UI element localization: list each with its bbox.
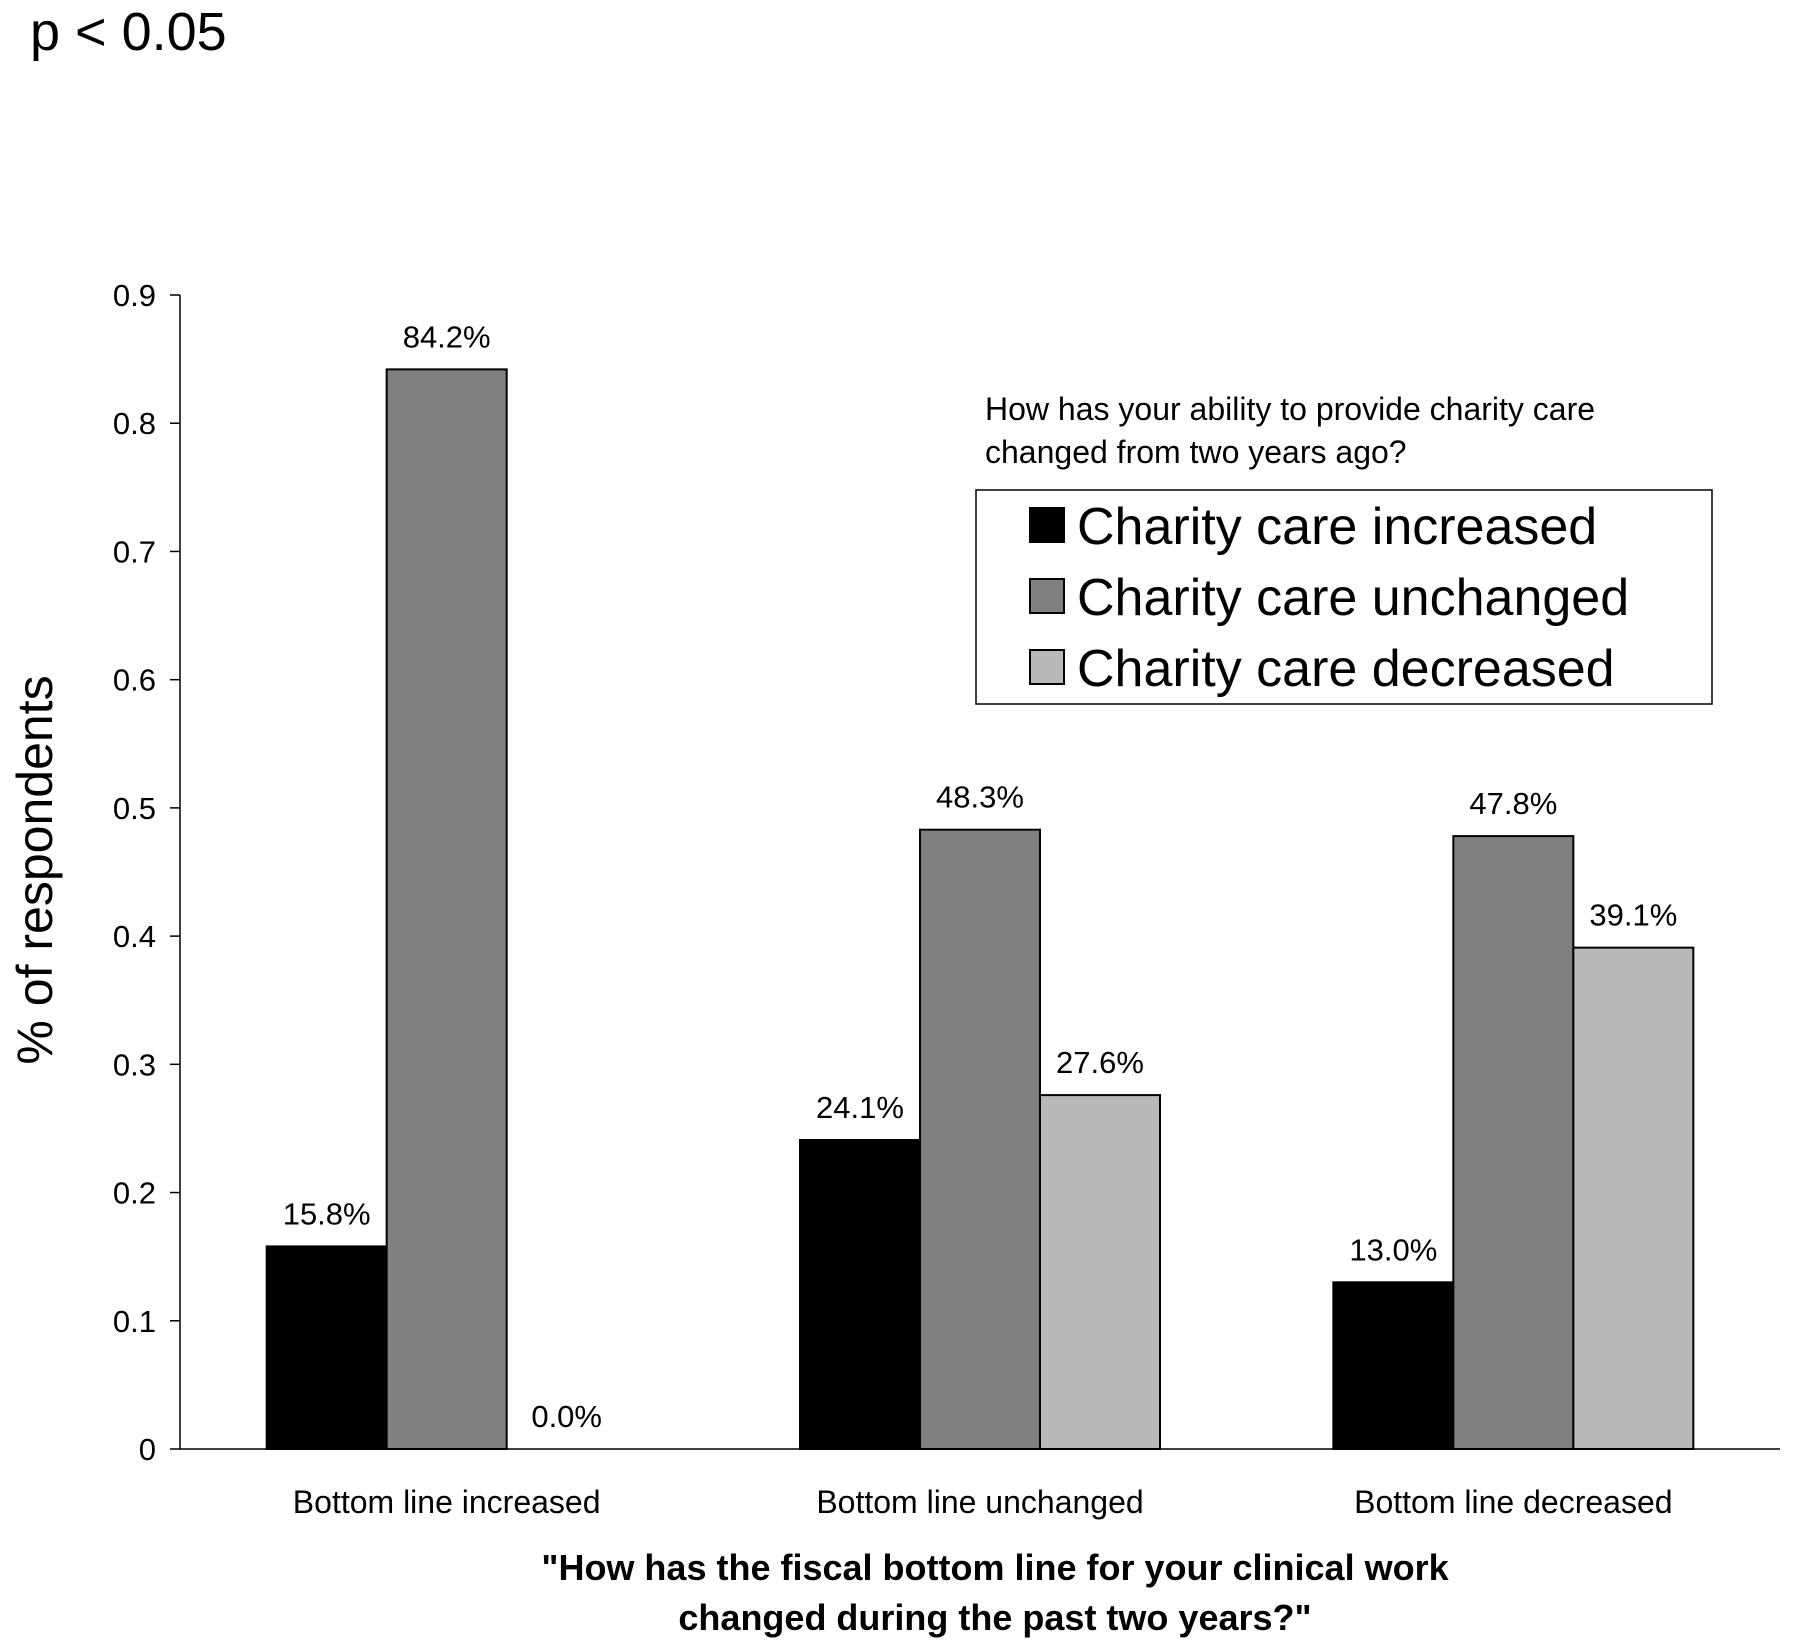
legend-swatch [1029, 649, 1065, 685]
x-axis-label-line-1: "How has the fiscal bottom line for your… [541, 1547, 1449, 1588]
legend-label: Charity care increased [1077, 498, 1597, 556]
x-axis-label: "How has the fiscal bottom line for your… [541, 1547, 1449, 1638]
y-tick-label: 0.1 [113, 1304, 156, 1339]
p-value-text: p < 0.05 [30, 2, 227, 62]
y-tick-label: 0.7 [113, 534, 156, 569]
y-tick-label: 0.5 [113, 791, 156, 826]
bars-group [265, 368, 1695, 1451]
legend-box [975, 489, 1713, 705]
data-label: 0.0% [531, 1399, 602, 1434]
y-axis-label: % of respondents [7, 675, 63, 1064]
y-tick-label: 0.4 [113, 919, 156, 954]
data-label: 39.1% [1589, 898, 1677, 933]
legend-swatch [1029, 578, 1065, 614]
bar [1332, 1281, 1455, 1451]
category-label: Bottom line unchanged [816, 1484, 1143, 1520]
legend-swatch [1029, 507, 1065, 543]
y-tick-label: 0.9 [113, 278, 156, 313]
category-label: Bottom line decreased [1354, 1484, 1672, 1520]
data-label: 84.2% [403, 319, 491, 354]
legend-items: Charity care increased Charity care uncha… [1029, 498, 1629, 698]
bar [385, 368, 508, 1450]
legend-title-line-1: How has your ability to provide charity … [985, 391, 1595, 427]
bar [1452, 835, 1575, 1450]
legend-title-line-2: changed from two years ago? [985, 434, 1407, 470]
legend-label: Charity care decreased [1077, 640, 1615, 698]
y-tick-label: 0 [139, 1432, 156, 1467]
data-labels-group: 15.8% 84.2% 0.0% 24.1% 48.3% 27.6% 13.0% 47.8% 3… [283, 319, 1678, 1434]
data-label: 47.8% [1469, 786, 1557, 821]
legend: How has your ability to provide charity … [975, 391, 1713, 705]
category-labels-group: Bottom line increased Bottom line unchang… [293, 1484, 1673, 1520]
bar [919, 828, 1041, 1450]
data-label: 27.6% [1056, 1045, 1144, 1080]
axes: 0 0.1 0.2 0.3 0.4 0.5 0.6 0.7 0.8 0.9 [113, 278, 1780, 1467]
bar [1039, 1094, 1161, 1451]
y-tick-label: 0.3 [113, 1047, 156, 1082]
bar [799, 1138, 921, 1451]
y-tick-label: 0.6 [113, 663, 156, 698]
y-tick-label: 0.8 [113, 406, 156, 441]
category-label: Bottom line increased [293, 1484, 601, 1520]
data-label: 15.8% [283, 1196, 371, 1231]
bar [1572, 946, 1695, 1450]
bar [265, 1245, 388, 1451]
legend-label: Charity care unchanged [1077, 569, 1629, 627]
data-label: 48.3% [936, 780, 1024, 815]
y-tick-label: 0.2 [113, 1176, 156, 1211]
x-axis-label-line-2: changed during the past two years?" [678, 1597, 1311, 1638]
data-label: 24.1% [816, 1090, 904, 1125]
data-label: 13.0% [1349, 1232, 1437, 1267]
